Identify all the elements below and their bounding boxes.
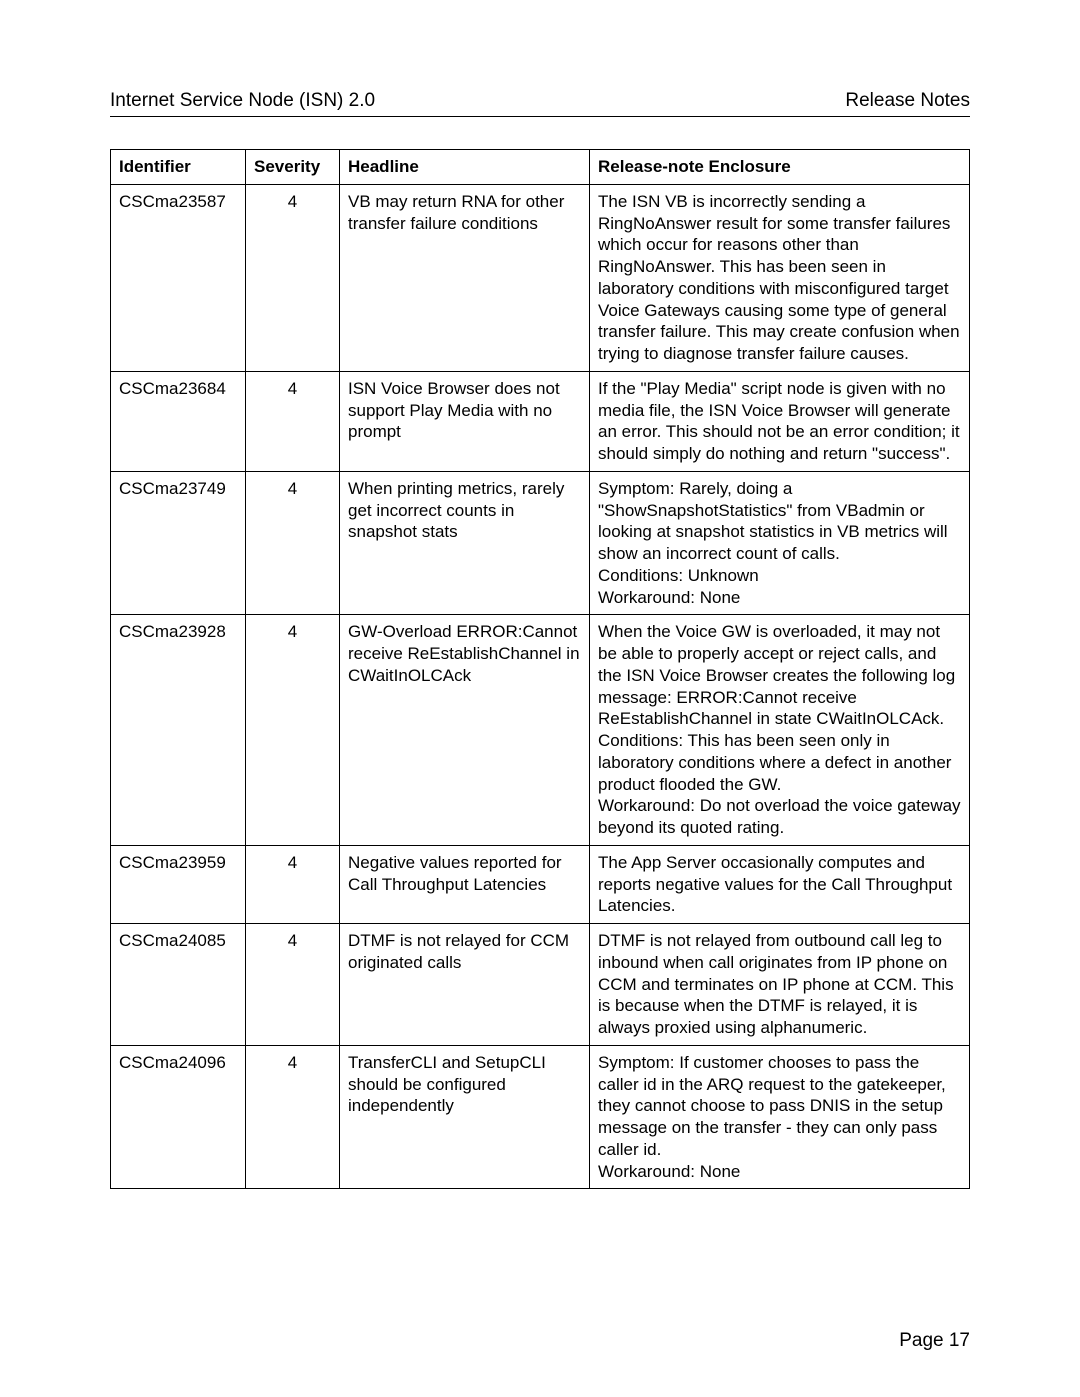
table-row: CSCma236844ISN Voice Browser does not su… xyxy=(111,371,970,471)
col-severity: Severity xyxy=(246,150,340,185)
table-header-row: Identifier Severity Headline Release-not… xyxy=(111,150,970,185)
col-enclosure: Release-note Enclosure xyxy=(590,150,970,185)
cell-enclosure: When the Voice GW is overloaded, it may … xyxy=(590,615,970,846)
cell-headline: ISN Voice Browser does not support Play … xyxy=(340,371,590,471)
document-page: Internet Service Node (ISN) 2.0 Release … xyxy=(0,0,1080,1397)
cell-severity: 4 xyxy=(246,845,340,923)
cell-identifier: CSCma24085 xyxy=(111,924,246,1046)
cell-enclosure: If the "Play Media" script node is given… xyxy=(590,371,970,471)
cell-severity: 4 xyxy=(246,371,340,471)
col-headline: Headline xyxy=(340,150,590,185)
cell-headline: DTMF is not relayed for CCM originated c… xyxy=(340,924,590,1046)
cell-enclosure: DTMF is not relayed from outbound call l… xyxy=(590,924,970,1046)
cell-identifier: CSCma24096 xyxy=(111,1045,246,1189)
release-notes-table: Identifier Severity Headline Release-not… xyxy=(110,149,970,1189)
cell-enclosure: The App Server occasionally computes and… xyxy=(590,845,970,923)
table-row: CSCma235874VB may return RNA for other t… xyxy=(111,184,970,371)
cell-headline: GW-Overload ERROR:Cannot receive ReEstab… xyxy=(340,615,590,846)
cell-identifier: CSCma23928 xyxy=(111,615,246,846)
cell-identifier: CSCma23959 xyxy=(111,845,246,923)
col-identifier: Identifier xyxy=(111,150,246,185)
cell-identifier: CSCma23749 xyxy=(111,471,246,615)
cell-headline: When printing metrics, rarely get incorr… xyxy=(340,471,590,615)
table-row: CSCma240854DTMF is not relayed for CCM o… xyxy=(111,924,970,1046)
page-number: Page 17 xyxy=(899,1330,970,1351)
table-row: CSCma239594Negative values reported for … xyxy=(111,845,970,923)
cell-headline: VB may return RNA for other transfer fai… xyxy=(340,184,590,371)
cell-enclosure: The ISN VB is incorrectly sending a Ring… xyxy=(590,184,970,371)
cell-severity: 4 xyxy=(246,184,340,371)
cell-headline: TransferCLI and SetupCLI should be confi… xyxy=(340,1045,590,1189)
cell-severity: 4 xyxy=(246,471,340,615)
table-row: CSCma237494When printing metrics, rarely… xyxy=(111,471,970,615)
table-row: CSCma240964TransferCLI and SetupCLI shou… xyxy=(111,1045,970,1189)
table-row: CSCma239284GW-Overload ERROR:Cannot rece… xyxy=(111,615,970,846)
cell-severity: 4 xyxy=(246,1045,340,1189)
header-right: Release Notes xyxy=(845,90,970,112)
cell-identifier: CSCma23684 xyxy=(111,371,246,471)
page-footer: Page 17 xyxy=(899,1330,970,1352)
cell-headline: Negative values reported for Call Throug… xyxy=(340,845,590,923)
cell-enclosure: Symptom: If customer chooses to pass the… xyxy=(590,1045,970,1189)
cell-severity: 4 xyxy=(246,615,340,846)
header-left: Internet Service Node (ISN) 2.0 xyxy=(110,90,375,112)
page-header: Internet Service Node (ISN) 2.0 Release … xyxy=(110,90,970,117)
cell-severity: 4 xyxy=(246,924,340,1046)
cell-enclosure: Symptom: Rarely, doing a "ShowSnapshotSt… xyxy=(590,471,970,615)
cell-identifier: CSCma23587 xyxy=(111,184,246,371)
